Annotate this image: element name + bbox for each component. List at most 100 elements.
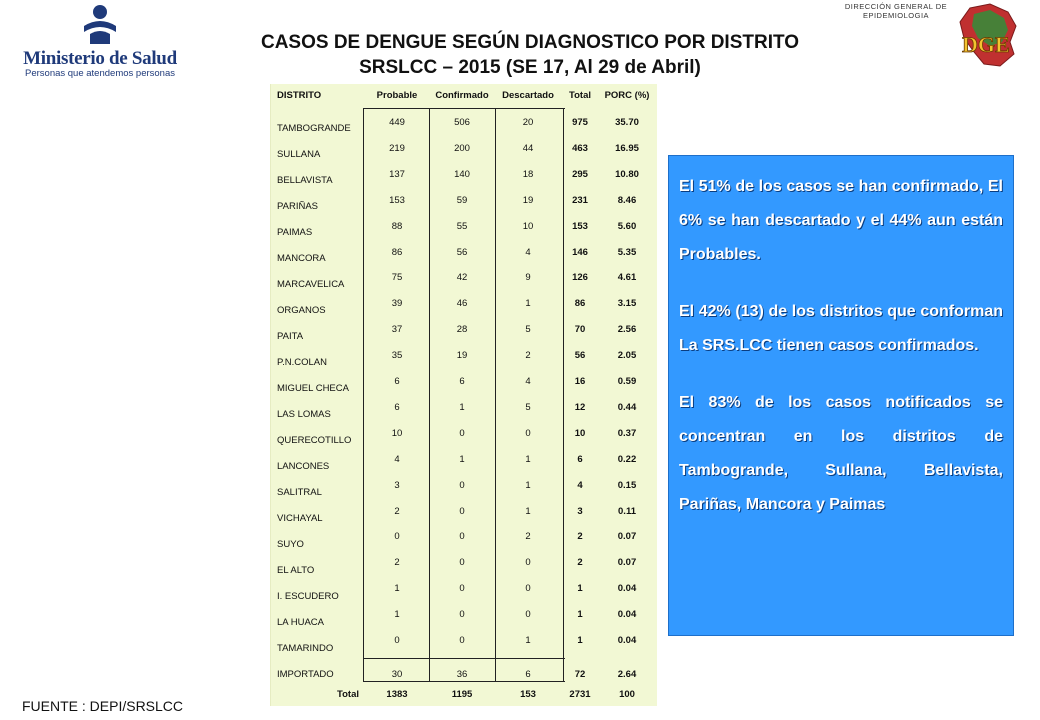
table-cell-total: 86 bbox=[574, 298, 586, 310]
table-cell-probable: 1 bbox=[394, 609, 400, 621]
table-cell-distrito: SUYO bbox=[277, 539, 304, 550]
table-cell-confirmado: 0 bbox=[459, 557, 465, 569]
table-cell-total: 72 bbox=[574, 669, 586, 680]
col-header-porc: PORC (%) bbox=[604, 90, 650, 101]
total-cell-probable: 1383 bbox=[386, 689, 408, 700]
table-cell-probable: 4 bbox=[394, 453, 400, 465]
table-cell-distrito: TAMARINDO bbox=[277, 643, 334, 654]
table-grid-line bbox=[363, 108, 364, 682]
table-cell-porc: 5.60 bbox=[617, 220, 637, 232]
table-cell-total: 56 bbox=[574, 350, 586, 362]
title-line-1: CASOS DE DENGUE SEGÚN DIAGNOSTICO POR DI… bbox=[260, 32, 800, 53]
table-cell-descartado: 5 bbox=[525, 401, 531, 413]
table-cell-total: 975 bbox=[572, 117, 588, 128]
dge-label-line-1: DIRECCIÓN GENERAL DE bbox=[844, 2, 948, 11]
table-cell-distrito: EL ALTO bbox=[277, 565, 315, 576]
table-cell-distrito: MIGUEL CHECA bbox=[277, 383, 349, 394]
table-cell-descartado: 1 bbox=[525, 298, 531, 310]
table-cell-porc: 3.15 bbox=[617, 298, 637, 310]
table-cell-confirmado: 19 bbox=[456, 350, 468, 362]
table-cell-confirmado: 46 bbox=[456, 298, 468, 310]
table-cell-descartado: 20 bbox=[522, 117, 534, 128]
logo-subtitle: Personas que atendemos personas bbox=[25, 68, 175, 79]
table-cell-descartado: 18 bbox=[522, 168, 534, 180]
table-cell-porc: 0.04 bbox=[617, 583, 637, 595]
table-cell-confirmado: 506 bbox=[454, 117, 470, 128]
dengue-table: DISTRITO Probable Confirmado Descartado … bbox=[270, 84, 657, 706]
table-cell-distrito: LA HUACA bbox=[277, 617, 324, 628]
table-cell-descartado: 6 bbox=[525, 669, 531, 680]
table-cell-descartado: 9 bbox=[525, 272, 531, 284]
table-cell-descartado: 1 bbox=[525, 453, 531, 465]
table-cell-distrito: PARIÑAS bbox=[277, 201, 319, 212]
table-cell-probable: 137 bbox=[389, 168, 405, 180]
table-cell-total: 12 bbox=[574, 401, 586, 413]
table-cell-porc: 0.44 bbox=[617, 401, 637, 413]
table-cell-porc: 8.46 bbox=[617, 194, 637, 206]
table-cell-confirmado: 0 bbox=[459, 531, 465, 543]
table-cell-distrito: LAS LOMAS bbox=[277, 409, 331, 420]
table-cell-distrito: MARCAVELICA bbox=[277, 279, 345, 290]
col-header-total: Total bbox=[569, 90, 591, 101]
table-cell-total: 10 bbox=[574, 427, 586, 439]
peru-map-icon: DGE bbox=[959, 3, 1017, 67]
person-logo-icon bbox=[84, 5, 116, 44]
table-cell-total: 463 bbox=[572, 142, 588, 154]
table-cell-probable: 35 bbox=[391, 350, 403, 362]
table-cell-distrito: TAMBOGRANDE bbox=[277, 123, 351, 134]
table-cell-distrito: P.N.COLAN bbox=[277, 357, 327, 368]
table-cell-probable: 30 bbox=[391, 669, 403, 680]
table-cell-descartado: 0 bbox=[525, 557, 531, 569]
col-header-descartado: Descartado bbox=[502, 90, 554, 101]
table-cell-descartado: 0 bbox=[525, 609, 531, 621]
table-cell-porc: 0.15 bbox=[617, 479, 637, 491]
table-cell-probable: 10 bbox=[391, 427, 403, 439]
table-cell-porc: 0.59 bbox=[617, 376, 637, 387]
summary-paragraph-3: El 83% de los casos notificados se conce… bbox=[679, 394, 1003, 513]
table-cell-confirmado: 1 bbox=[459, 453, 465, 465]
table-cell-confirmado: 0 bbox=[459, 609, 465, 621]
total-cell-descartado: 153 bbox=[520, 689, 536, 700]
table-cell-confirmado: 140 bbox=[454, 168, 470, 180]
table-cell-confirmado: 6 bbox=[459, 376, 465, 387]
table-cell-total: 1 bbox=[577, 583, 583, 595]
table-cell-descartado: 4 bbox=[525, 376, 531, 387]
table-cell-porc: 0.07 bbox=[617, 557, 637, 569]
table-cell-probable: 2 bbox=[394, 557, 400, 569]
table-cell-confirmado: 200 bbox=[454, 142, 470, 154]
table-cell-porc: 0.07 bbox=[617, 531, 637, 543]
table-cell-probable: 88 bbox=[391, 220, 403, 232]
table-cell-distrito: SALITRAL bbox=[277, 487, 322, 498]
table-cell-porc: 0.04 bbox=[617, 635, 637, 646]
table-cell-total: 153 bbox=[572, 220, 588, 232]
table-cell-distrito: I. ESCUDERO bbox=[277, 591, 339, 602]
table-cell-distrito: QUERECOTILLO bbox=[277, 435, 352, 446]
table-cell-confirmado: 0 bbox=[459, 427, 465, 439]
dge-text: DGE bbox=[962, 32, 1010, 57]
table-cell-probable: 37 bbox=[391, 324, 403, 336]
table-cell-total: 16 bbox=[574, 376, 586, 387]
summary-paragraph-1: El 51% de los casos se han confirmado, E… bbox=[679, 178, 1003, 263]
summary-box: El 51% de los casos se han confirmado, E… bbox=[668, 155, 1014, 636]
table-cell-probable: 0 bbox=[394, 635, 400, 646]
table-cell-total: 70 bbox=[574, 324, 586, 336]
table-cell-descartado: 5 bbox=[525, 324, 531, 336]
total-cell-porc: 100 bbox=[619, 689, 635, 700]
table-cell-distrito: LANCONES bbox=[277, 461, 330, 472]
table-cell-total: 126 bbox=[572, 272, 588, 284]
col-header-distrito: DISTRITO bbox=[277, 90, 322, 101]
total-cell-distrito: Total bbox=[337, 689, 359, 700]
table-cell-total: 4 bbox=[577, 479, 583, 491]
table-cell-confirmado: 56 bbox=[456, 246, 468, 258]
table-cell-distrito: BELLAVISTA bbox=[277, 175, 333, 186]
table-border-importado bbox=[363, 681, 565, 682]
table-cell-distrito: ORGANOS bbox=[277, 305, 326, 316]
table-cell-total: 231 bbox=[572, 194, 588, 206]
table-cell-probable: 1 bbox=[394, 583, 400, 595]
table-cell-descartado: 19 bbox=[522, 194, 534, 206]
table-cell-porc: 35.70 bbox=[615, 117, 639, 128]
table-grid-line bbox=[563, 108, 564, 682]
table-grid-line bbox=[429, 108, 430, 682]
table-cell-confirmado: 55 bbox=[456, 220, 468, 232]
table-cell-descartado: 2 bbox=[525, 350, 531, 362]
